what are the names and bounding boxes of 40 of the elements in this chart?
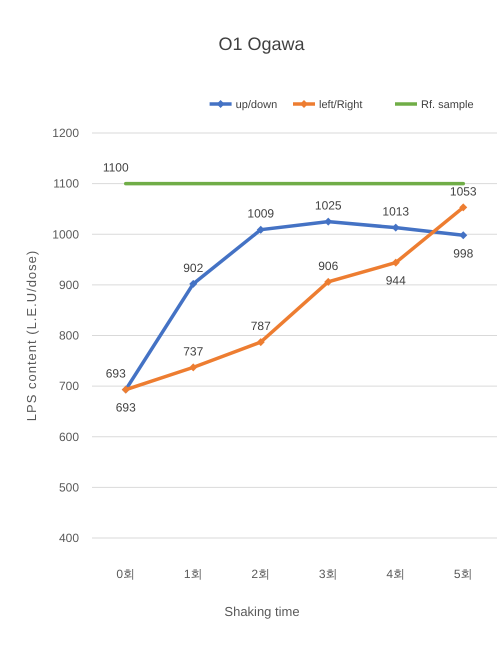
data-label: 1053 [450,184,477,198]
data-label: 1013 [382,204,410,219]
data-label: 787 [250,319,272,334]
x-tick-label: 3회 [318,567,338,581]
point [189,280,198,288]
point [324,278,332,286]
data-label: 1009 [247,206,274,221]
point [189,363,198,372]
y-tick-label: 700 [58,379,80,394]
x-axis-title: Shaking time [224,604,300,619]
x-tick-label: 5회 [454,567,473,581]
point [392,258,400,267]
point [459,203,468,212]
y-axis-title: LPS content (L.E.U/dose) [24,250,39,422]
x-tick-label: 2회 [251,567,270,581]
legend-label: up/down [236,99,278,111]
data-label: 998 [453,246,474,260]
data-label: 693 [106,366,126,381]
x-tick-label: 1회 [184,567,203,581]
data-label: 902 [183,260,204,275]
y-tick-label: 900 [58,278,80,292]
y-tick-label: 600 [58,430,80,444]
x-tick-label: 0회 [116,567,136,581]
point [256,338,265,346]
data-label: 1025 [314,198,342,213]
y-tick-label: 800 [58,328,80,342]
y-tick-label: 400 [58,531,80,545]
legend-label: left/Right [319,99,362,111]
data-label: 944 [386,274,406,288]
y-tick-label: 500 [58,480,80,494]
y-tick-label: 1000 [52,227,80,242]
data-label: 737 [183,344,204,358]
y-tick-label: 1100 [53,176,80,191]
legend-label: Rf. sample [421,99,474,111]
data-label: 1100 [102,160,129,175]
x-tick-label: 4회 [386,567,406,581]
y-tick-label: 1200 [52,126,80,140]
data-label: 693 [116,400,136,415]
data-label: 906 [318,258,339,273]
chart-title: O1 Ogawa [218,34,306,54]
